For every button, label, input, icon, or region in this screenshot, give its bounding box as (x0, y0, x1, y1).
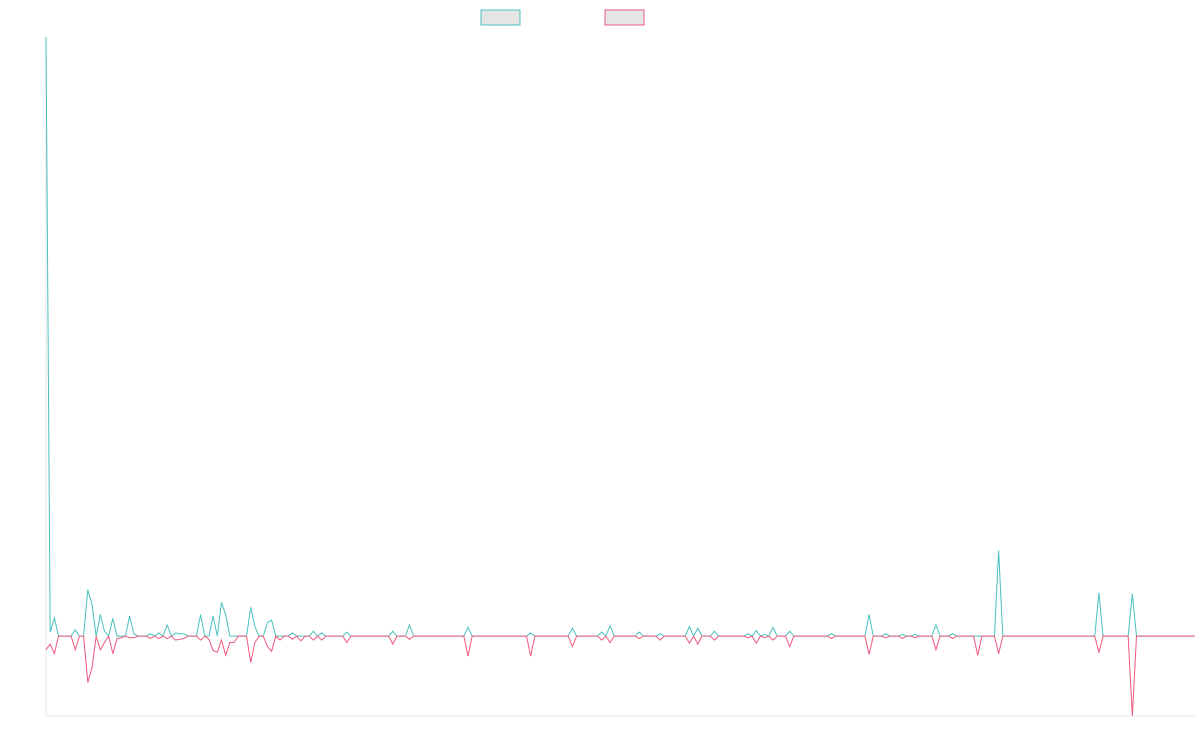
series-lines (45, 36, 1195, 717)
legend-swatch-1[interactable] (480, 9, 521, 26)
legend-swatch-2[interactable] (604, 9, 645, 26)
series-line-1 (45, 36, 1195, 638)
series-line-2 (45, 634, 1195, 717)
legend (480, 9, 645, 26)
axes (45, 37, 1195, 717)
